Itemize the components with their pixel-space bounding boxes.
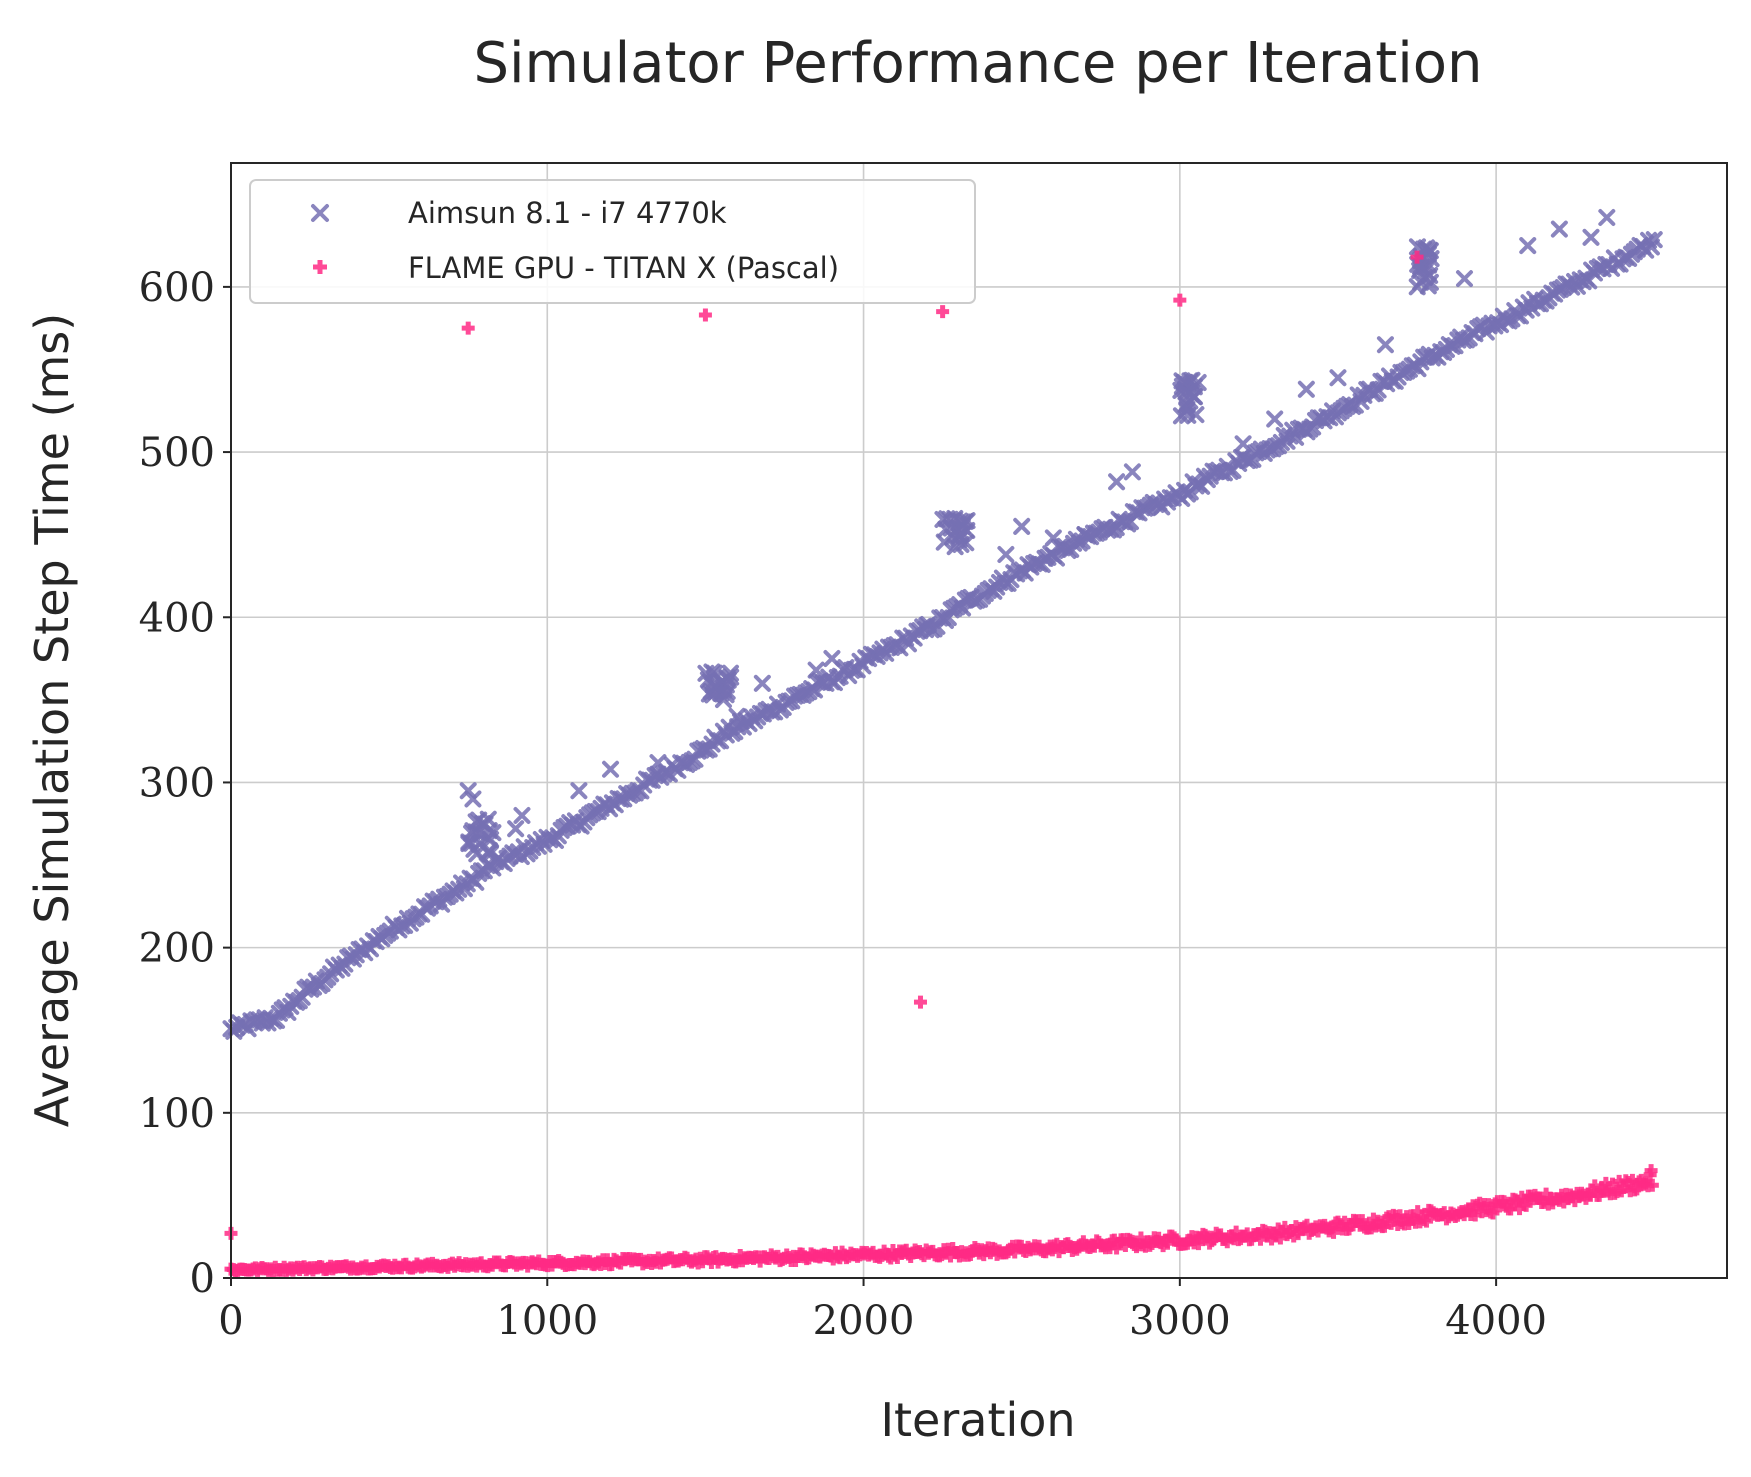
legend-box — [249, 179, 976, 304]
aimsun-outlier-point — [721, 664, 739, 682]
x-tick-label: 3000 — [1129, 1298, 1231, 1344]
legend-marker-flame-gpu-icon — [313, 260, 327, 274]
x-tick-label: 1000 — [496, 1298, 598, 1344]
aimsun-outlier-point — [465, 840, 483, 858]
legend-label-aimsun: Aimsun 8.1 - i7 4770k — [408, 196, 727, 230]
flame-gpu-outlier-point — [461, 321, 475, 335]
aimsun-outlier-point — [1550, 220, 1568, 238]
aimsun-outlier-point — [649, 754, 667, 772]
legend-label-flame-gpu: FLAME GPU - TITAN X (Pascal) — [408, 251, 839, 285]
x-tick-label: 4000 — [1445, 1298, 1547, 1344]
aimsun-outlier-point — [1178, 383, 1196, 401]
y-tick-label: 400 — [139, 595, 215, 641]
flame-gpu-outlier-point — [1410, 250, 1424, 264]
aimsun-outlier-point — [1376, 336, 1394, 354]
aimsun-outlier-point — [1455, 270, 1473, 288]
aimsun-outlier-point — [1598, 209, 1616, 227]
aimsun-outlier-point — [957, 534, 975, 552]
aimsun-outlier-point — [513, 806, 531, 824]
aimsun-outlier-point — [1329, 369, 1347, 387]
aimsun-outlier-point — [1044, 529, 1062, 547]
axis-ticks: 0 1000 2000 3000 4000 0 100 200 300 400 500 600 — [139, 265, 1547, 1344]
series-flame-gpu — [224, 250, 1659, 1278]
aimsun-outlier-point — [717, 686, 735, 704]
aimsun-outlier-point — [1234, 435, 1252, 453]
series-aimsun — [222, 209, 1663, 1040]
flame-gpu-outlier-point — [1173, 293, 1187, 307]
y-tick-label: 300 — [139, 760, 215, 806]
aimsun-outlier-point — [1419, 277, 1437, 295]
aimsun-outlier-point — [1123, 463, 1141, 481]
aimsun-outlier-point — [1582, 228, 1600, 246]
aimsun-outlier-point — [807, 661, 825, 679]
aimsun-outlier-point — [602, 760, 620, 778]
aimsun-outlier-point — [507, 820, 525, 838]
flame-gpu-point — [1645, 1178, 1659, 1192]
flame-gpu-outlier-point — [913, 995, 927, 1009]
flame-gpu-outlier-point — [936, 305, 950, 319]
aimsun-outlier-point — [997, 545, 1015, 563]
y-tick-label: 0 — [190, 1256, 215, 1302]
aimsun-outlier-point — [935, 533, 953, 551]
x-axis-label: Iteration — [880, 1393, 1075, 1447]
aimsun-point — [1645, 231, 1663, 249]
aimsun-outlier-point — [459, 782, 477, 800]
aimsun-outlier-point — [470, 811, 488, 829]
plot-frame — [230, 162, 1728, 1279]
y-tick-label: 600 — [139, 265, 215, 311]
aimsun-outlier-point — [1172, 407, 1190, 425]
flame-gpu-outlier-point — [1644, 1164, 1658, 1178]
aimsun-outlier-point — [1013, 517, 1031, 535]
legend-marker-flame-gpu-icon — [313, 260, 327, 274]
aimsun-outlier-point — [1108, 473, 1126, 491]
grid — [230, 163, 1727, 1279]
legend-marker-aimsun-icon — [311, 204, 329, 222]
y-axis-label: Average Simulation Step Time (ms) — [25, 313, 79, 1127]
aimsun-outlier-point — [704, 676, 722, 694]
y-tick-label: 500 — [139, 430, 215, 476]
aimsun-outlier-point — [1076, 526, 1094, 544]
y-tick-label: 200 — [139, 926, 215, 972]
aimsun-outlier-point — [722, 668, 740, 686]
aimsun-outlier-point — [480, 843, 498, 861]
aimsun-outlier-point — [753, 674, 771, 692]
aimsun-outlier-point — [1420, 241, 1438, 259]
legend: Aimsun 8.1 - i7 4770k FLAME GPU - TITAN … — [249, 179, 976, 304]
x-tick-label: 2000 — [813, 1298, 915, 1344]
aimsun-outlier-point — [1266, 410, 1284, 428]
aimsun-outlier-point — [463, 824, 481, 842]
aimsun-outlier-point — [570, 782, 588, 800]
aimsun-outlier-point — [823, 650, 841, 668]
aimsun-outlier-point — [1519, 237, 1537, 255]
aimsun-outlier-point — [918, 617, 936, 635]
y-tick-label: 100 — [139, 1091, 215, 1137]
aimsun-outlier-point — [1297, 380, 1315, 398]
aimsun-outlier-point — [464, 790, 482, 808]
legend-marker-aimsun-icon — [311, 204, 329, 222]
chart-title: Simulator Performance per Iteration — [473, 31, 1482, 96]
flame-gpu-outlier-point — [698, 308, 712, 322]
x-tick-label: 0 — [218, 1298, 243, 1344]
aimsun-outlier-point — [728, 707, 746, 725]
aimsun-outlier-point — [953, 517, 971, 535]
aimsun-outlier-point — [938, 510, 956, 528]
